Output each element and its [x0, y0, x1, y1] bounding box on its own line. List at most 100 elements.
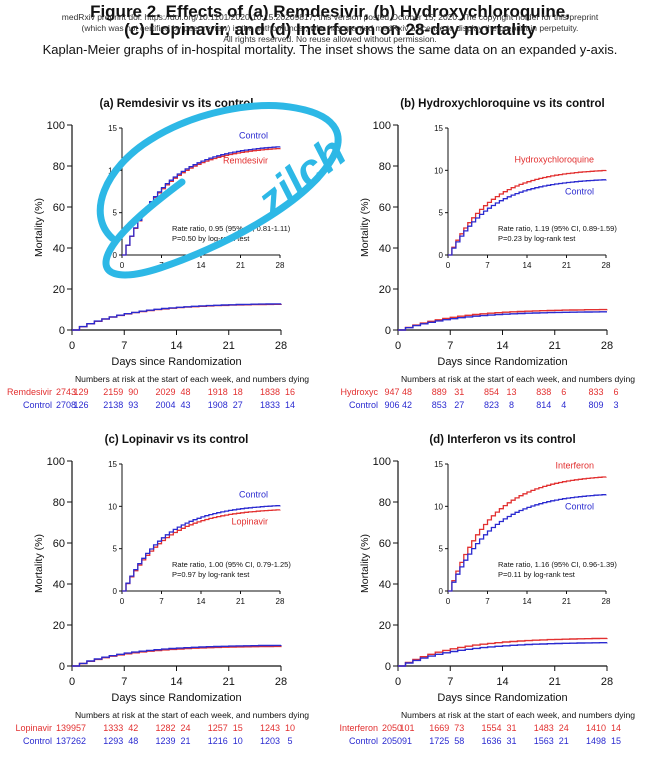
- inset-background: [122, 464, 280, 591]
- inset-x-tick-label: 0: [446, 597, 451, 606]
- y-tick-label: 60: [53, 538, 65, 550]
- inset-label-upper: Interferon: [555, 461, 594, 471]
- inset-series-control: [448, 179, 607, 256]
- series-line-control: [72, 303, 282, 331]
- x-tick-label: 28: [275, 340, 287, 352]
- inset-y-tick-label: 15: [108, 124, 117, 133]
- inset-background: [448, 464, 606, 591]
- risk-cell: 16: [285, 387, 295, 397]
- inset-x-tick-label: 21: [562, 597, 571, 606]
- risk-cell: 1243: [260, 723, 280, 733]
- inset-x-tick-label: 28: [276, 597, 285, 606]
- risk-cell: 1833: [260, 400, 280, 410]
- risk-row-label: Interferon: [339, 723, 378, 733]
- inset-y-tick-label: 0: [113, 587, 118, 596]
- risk-cell: 854: [484, 387, 499, 397]
- x-tick-label: 21: [223, 340, 235, 352]
- risk-cell: 1216: [208, 736, 228, 746]
- risk-cell: 129: [73, 387, 88, 397]
- inset-series-treatment: [448, 476, 607, 592]
- risk-row-label: Lopinavir: [15, 723, 52, 733]
- risk-cell: 814: [536, 400, 551, 410]
- x-tick-label: 7: [447, 340, 453, 352]
- x-tick-label: 28: [275, 676, 287, 688]
- risk-cell: 48: [402, 387, 412, 397]
- series-line-control: [72, 644, 282, 667]
- inset-label-lower: Control: [565, 501, 594, 511]
- rate-ratio-text: Rate ratio, 1.19 (95% CI, 0.89-1.59): [498, 224, 617, 233]
- risk-cell: 1333: [103, 723, 123, 733]
- inset-x-tick-label: 14: [197, 261, 206, 270]
- y-tick-label: 100: [373, 456, 391, 468]
- preprint-notice-line1: medRxiv preprint doi: https://doi.org/10…: [61, 12, 599, 22]
- x-tick-label: 14: [170, 340, 182, 352]
- y-tick-label: 20: [53, 284, 65, 296]
- series-line-treatment: [72, 645, 282, 667]
- risk-cell: 24: [559, 723, 569, 733]
- panel-a: (a) Remdesivir vs its control 0 20 40 60 80 10…: [7, 98, 309, 410]
- risk-cell: 43: [180, 400, 190, 410]
- risk-cell: 48: [128, 736, 138, 746]
- risk-cell: 833: [588, 387, 603, 397]
- risk-cell: 2050: [382, 723, 402, 733]
- risk-cell: 6: [613, 387, 618, 397]
- risk-cell: 91: [402, 736, 412, 746]
- y-axis-label: Mortality (%): [359, 534, 371, 593]
- risk-cell: 101: [399, 723, 414, 733]
- risk-cell: 1669: [429, 723, 449, 733]
- risk-cell: 48: [180, 387, 190, 397]
- inset-y-tick-label: 10: [108, 502, 117, 511]
- inset-y-tick-label: 15: [108, 460, 117, 469]
- risk-cell: 809: [588, 400, 603, 410]
- inset-x-tick-label: 21: [236, 261, 245, 270]
- inset-y-tick-label: 0: [439, 251, 444, 260]
- y-tick-label: 20: [379, 620, 391, 632]
- inset-y-tick-label: 15: [434, 460, 443, 469]
- series-line-treatment: [398, 637, 608, 667]
- inset-plot: 0 5 10 15 0 7 14 21 28 Hydroxychloroquine Control R…: [434, 124, 617, 270]
- y-tick-label: 100: [373, 120, 391, 132]
- risk-cell: 42: [128, 723, 138, 733]
- risk-cell: 853: [432, 400, 447, 410]
- x-axis-label: Days since Randomization: [437, 692, 567, 704]
- x-tick-label: 14: [170, 676, 182, 688]
- risk-table-header: Numbers at risk at the start of each wee…: [401, 374, 635, 384]
- inset-y-tick-label: 5: [113, 209, 118, 218]
- risk-cell: 14: [285, 400, 295, 410]
- inset-label-upper: Control: [239, 489, 268, 499]
- risk-cell: 8: [509, 400, 514, 410]
- y-tick-label: 0: [385, 661, 391, 673]
- risk-cell: 13: [506, 387, 516, 397]
- series-line-control: [398, 642, 608, 667]
- series-line-control: [398, 311, 607, 331]
- risk-cell: 1410: [586, 723, 606, 733]
- risk-row-label: Hydroxyc: [340, 387, 378, 397]
- x-tick-label: 14: [496, 676, 508, 688]
- inset-x-tick-label: 14: [197, 597, 206, 606]
- x-tick-label: 7: [121, 676, 127, 688]
- panel-c: (c) Lopinavir vs its control020406080100…: [15, 434, 309, 746]
- risk-cell: 1239: [155, 736, 175, 746]
- x-tick-label: 0: [395, 676, 401, 688]
- x-tick-label: 7: [121, 340, 127, 352]
- inset-label-lower: Remdesivir: [223, 155, 268, 165]
- figure-caption: Kaplan-Meier graphs of in-hospital morta…: [42, 42, 618, 57]
- x-tick-label: 28: [601, 676, 613, 688]
- inset-label-upper: Hydroxychloroquine: [514, 154, 594, 164]
- p-value-text: P=0.50 by log-rank test: [172, 234, 250, 243]
- risk-cell: 1372: [56, 736, 76, 746]
- risk-cell: 93: [128, 400, 138, 410]
- y-tick-label: 0: [385, 325, 391, 337]
- risk-cell: 126: [73, 400, 88, 410]
- figure-title-line2: (c) Lopinavir, and (d) Interferon on 28-…: [124, 20, 536, 39]
- risk-cell: 889: [432, 387, 447, 397]
- risk-cell: 2708: [56, 400, 76, 410]
- y-tick-label: 40: [53, 579, 65, 591]
- risk-cell: 1293: [103, 736, 123, 746]
- y-tick-label: 40: [53, 243, 65, 255]
- x-tick-label: 0: [395, 340, 401, 352]
- rate-ratio-text: Rate ratio, 1.00 (95% CI, 0.79-1.25): [172, 560, 291, 569]
- inset-x-tick-label: 21: [236, 597, 245, 606]
- panel-d: (d) Interferon vs its control 0 20 40 60 80 10…: [339, 434, 635, 746]
